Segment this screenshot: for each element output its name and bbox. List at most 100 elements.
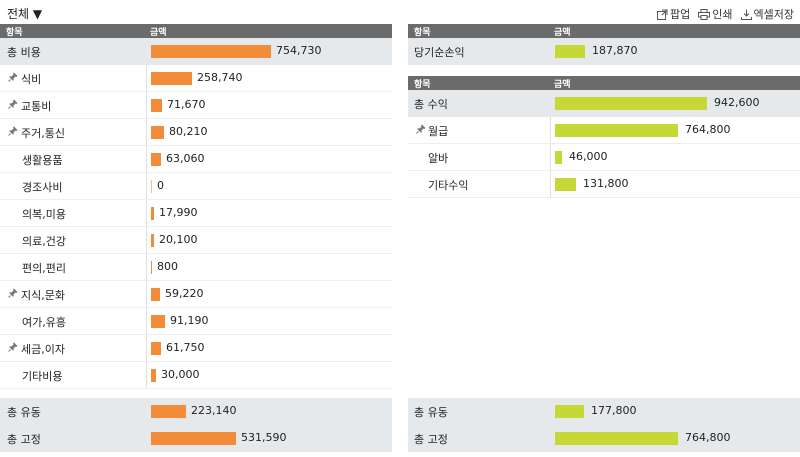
popup-icon (657, 9, 668, 20)
expense-row[interactable]: 주거,통신 80,210 (0, 119, 392, 146)
row-label: 지식,문화 (21, 289, 65, 302)
amount-bar (555, 124, 678, 137)
expense-summary-row[interactable]: 총 유동 223,140 (0, 398, 392, 425)
row-label: 총 고정 (7, 433, 41, 446)
net-income-table-header: 항목 금액 (408, 24, 800, 38)
expense-total-row[interactable]: 총 비용 754,730 (0, 38, 392, 65)
row-label: 교통비 (21, 100, 52, 113)
income-table: 항목 금액 총 수익 942,600 월급 764,800 알바 46,000 기타수익 1… (408, 76, 800, 198)
print-label: 인쇄 (712, 8, 733, 21)
expense-row[interactable]: 세금,이자 61,750 (0, 335, 392, 362)
amount-value: 17,990 (159, 206, 198, 219)
row-label: 식비 (21, 73, 42, 86)
expense-row[interactable]: 식비 258,740 (0, 65, 392, 92)
period-filter-dropdown[interactable]: 전체 ▼ (7, 7, 43, 21)
amount-bar (555, 151, 562, 164)
income-summary-row[interactable]: 총 고정 764,800 (408, 425, 800, 452)
amount-value: 20,100 (159, 233, 198, 246)
expense-row[interactable]: 의복,미용 17,990 (0, 200, 392, 227)
toolbar: 전체 ▼ 팝업 인쇄 엑셀저장 (0, 0, 800, 24)
amount-value: 80,210 (169, 125, 208, 138)
expense-row[interactable]: 경조사비 0 (0, 173, 392, 200)
amount-value: 764,800 (685, 123, 731, 136)
row-label: 기타비용 (22, 370, 63, 383)
amount-bar (151, 234, 154, 247)
amount-bar (555, 405, 584, 418)
row-label: 주거,통신 (21, 127, 65, 140)
column-divider (146, 65, 147, 91)
column-divider (146, 281, 147, 307)
column-divider (146, 227, 147, 253)
income-row[interactable]: 알바 46,000 (408, 144, 800, 171)
expense-row[interactable]: 여가,유흥 91,190 (0, 308, 392, 335)
amount-bar (555, 432, 678, 445)
amount-value: 942,600 (714, 96, 760, 109)
column-divider (550, 38, 551, 64)
amount-bar (151, 45, 271, 58)
column-divider (146, 398, 147, 424)
expense-row[interactable]: 생활용품 63,060 (0, 146, 392, 173)
column-divider (550, 425, 551, 451)
pin-icon (8, 99, 18, 109)
expense-row[interactable]: 교통비 71,670 (0, 92, 392, 119)
amount-bar (555, 178, 576, 191)
pin-icon (8, 288, 18, 298)
expense-row[interactable]: 의료,건강 20,100 (0, 227, 392, 254)
expense-row[interactable]: 지식,문화 59,220 (0, 281, 392, 308)
header-amount: 금액 (150, 28, 167, 38)
amount-value: 30,000 (161, 368, 200, 381)
amount-bar (151, 180, 152, 193)
income-summary-row[interactable]: 총 유동 177,800 (408, 398, 800, 425)
column-divider (550, 90, 551, 116)
row-label: 생활용품 (22, 154, 63, 167)
amount-bar (151, 405, 186, 418)
expense-row[interactable]: 기타비용 30,000 (0, 362, 392, 389)
pin-icon (8, 126, 18, 136)
header-amount: 금액 (554, 28, 571, 38)
popup-button[interactable]: 팝업 (657, 6, 690, 22)
header-item: 항목 (414, 80, 431, 90)
amount-bar (151, 207, 154, 220)
amount-bar (151, 261, 152, 274)
column-divider (146, 335, 147, 361)
row-label: 총 수익 (414, 98, 448, 111)
row-label: 총 유동 (414, 406, 448, 419)
header-item: 항목 (6, 28, 23, 38)
income-total-row[interactable]: 총 수익 942,600 (408, 90, 800, 117)
amount-value: 764,800 (685, 431, 731, 444)
column-divider (146, 362, 147, 388)
amount-value: 800 (157, 260, 178, 273)
row-label: 총 고정 (414, 433, 448, 446)
net-income-row[interactable]: 당기순손익 187,870 (408, 38, 800, 65)
income-row[interactable]: 월급 764,800 (408, 117, 800, 144)
row-label: 당기순손익 (414, 46, 465, 59)
header-item: 항목 (414, 28, 431, 38)
download-icon (740, 9, 752, 20)
amount-value: 0 (157, 179, 164, 192)
row-label: 총 유동 (7, 406, 41, 419)
amount-value: 61,750 (166, 341, 205, 354)
amount-bar (151, 432, 236, 445)
expense-table-header: 항목 금액 (0, 24, 392, 38)
pin-icon (8, 342, 18, 352)
print-button[interactable]: 인쇄 (698, 6, 733, 22)
popup-label: 팝업 (670, 8, 691, 21)
expense-summary-row[interactable]: 총 고정 531,590 (0, 425, 392, 452)
amount-value: 223,140 (191, 404, 237, 417)
amount-bar (151, 72, 192, 85)
header-amount: 금액 (554, 80, 571, 90)
amount-bar (151, 153, 161, 166)
amount-bar (151, 369, 156, 382)
column-divider (146, 200, 147, 226)
toolbar-actions: 팝업 인쇄 엑셀저장 (657, 6, 794, 22)
income-row[interactable]: 기타수익 131,800 (408, 171, 800, 198)
column-divider (550, 144, 551, 170)
excel-save-button[interactable]: 엑셀저장 (740, 6, 794, 22)
amount-bar (151, 126, 164, 139)
column-divider (146, 308, 147, 334)
amount-value: 177,800 (591, 404, 637, 417)
expense-row[interactable]: 편의,편리 800 (0, 254, 392, 281)
row-label: 기타수익 (428, 179, 469, 192)
row-label: 여가,유흥 (22, 316, 66, 329)
amount-value: 63,060 (166, 152, 205, 165)
